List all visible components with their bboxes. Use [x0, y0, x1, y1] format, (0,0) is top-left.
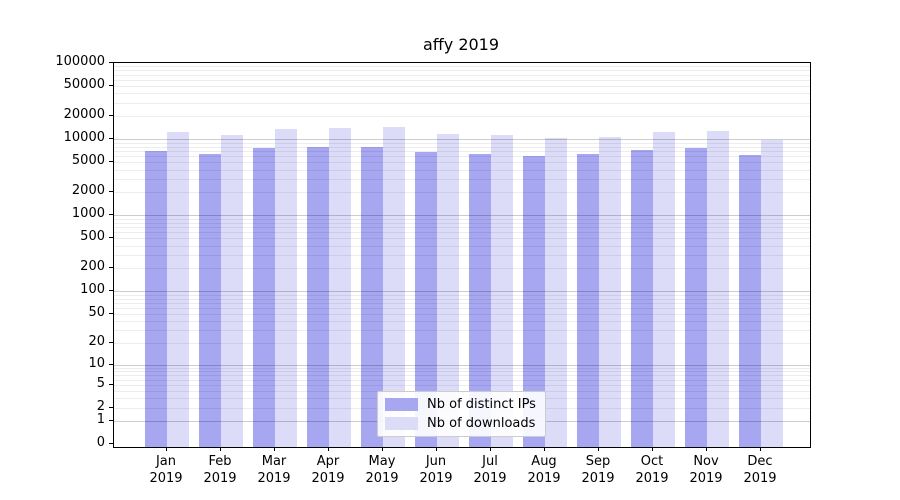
y-tick-mark — [109, 363, 113, 365]
bar-nb-of-downloads-oct — [653, 132, 675, 447]
y-tick-label: 20000 — [63, 107, 105, 123]
y-tick-label: 50000 — [63, 76, 105, 92]
bar-nb-of-distinct-ips-may — [361, 146, 383, 447]
legend-swatch-distinct-ips — [385, 398, 418, 411]
chart-title: affy 2019 — [422, 35, 500, 54]
x-tick-label: Dec 2019 — [743, 454, 777, 486]
x-tick-label: Apr 2019 — [311, 454, 345, 486]
bar-nb-of-distinct-ips-jun — [415, 151, 437, 447]
x-tick-mark — [166, 447, 167, 451]
y-tick-mark — [109, 420, 113, 422]
y-tick-label: 2 — [96, 398, 105, 414]
x-tick-label: Aug 2019 — [527, 454, 561, 486]
y-tick-mark — [109, 267, 113, 269]
bar-nb-of-distinct-ips-apr — [307, 146, 329, 447]
y-tick-label: 20 — [88, 334, 105, 350]
bar-nb-of-downloads-mar — [275, 129, 297, 447]
y-tick-label: 10 — [88, 355, 105, 371]
x-tick-label: Mar 2019 — [257, 454, 291, 486]
x-tick-mark — [544, 447, 545, 451]
y-tick-mark — [109, 61, 113, 63]
y-tick-mark — [109, 406, 113, 408]
y-tick-label: 5000 — [71, 153, 105, 169]
y-tick-label: 2000 — [71, 183, 105, 199]
x-tick-label: Sep 2019 — [581, 454, 615, 486]
bar-nb-of-distinct-ips-aug — [523, 156, 545, 447]
x-tick-label: May 2019 — [365, 454, 399, 486]
legend-label-distinct-ips: Nb of distinct IPs — [427, 397, 536, 412]
x-tick-label: Oct 2019 — [635, 454, 669, 486]
y-tick-label: 0 — [96, 435, 105, 450]
bar-nb-of-downloads-feb — [221, 135, 243, 447]
y-tick-mark — [109, 161, 113, 163]
y-tick-label: 5 — [96, 375, 105, 391]
y-tick-label: 100000 — [55, 53, 105, 69]
x-tick-label: Feb 2019 — [203, 454, 237, 486]
y-tick-mark — [109, 214, 113, 216]
bar-nb-of-downloads-apr — [329, 128, 351, 447]
bar-nb-of-distinct-ips-jul — [469, 153, 491, 447]
y-tick-mark — [109, 312, 113, 314]
y-tick-mark — [109, 84, 113, 86]
y-tick-label: 500 — [80, 229, 105, 245]
x-tick-label: Nov 2019 — [689, 454, 723, 486]
bar-nb-of-distinct-ips-jan — [145, 150, 167, 447]
bar-nb-of-distinct-ips-sep — [577, 153, 599, 447]
bar-nb-of-distinct-ips-feb — [199, 153, 221, 447]
legend-swatch-downloads — [385, 417, 418, 430]
bars-layer — [114, 63, 810, 447]
x-tick-mark — [490, 447, 491, 451]
bar-nb-of-downloads-jul — [491, 135, 513, 447]
bar-nb-of-downloads-jan — [167, 132, 189, 447]
plot-area — [113, 62, 811, 448]
y-tick-label: 1 — [96, 412, 105, 428]
bar-nb-of-downloads-dec — [761, 140, 783, 447]
x-tick-mark — [382, 447, 383, 451]
y-tick-mark — [109, 383, 113, 385]
bar-nb-of-distinct-ips-nov — [685, 148, 707, 447]
legend: Nb of distinct IPs Nb of downloads — [377, 391, 546, 437]
legend-item-distinct-ips: Nb of distinct IPs — [385, 397, 536, 412]
x-tick-mark — [760, 447, 761, 451]
x-tick-mark — [652, 447, 653, 451]
x-tick-label: Jul 2019 — [473, 454, 507, 486]
legend-label-downloads: Nb of downloads — [427, 416, 536, 431]
x-tick-mark — [436, 447, 437, 451]
x-tick-mark — [220, 447, 221, 451]
y-tick-mark — [109, 443, 113, 444]
bar-nb-of-distinct-ips-oct — [631, 150, 653, 447]
bar-nb-of-downloads-aug — [545, 138, 567, 447]
bar-nb-of-downloads-jun — [437, 134, 459, 447]
y-tick-mark — [109, 342, 113, 344]
bar-nb-of-downloads-may — [383, 127, 405, 447]
y-tick-label: 1000 — [71, 206, 105, 222]
bar-nb-of-downloads-nov — [707, 131, 729, 447]
x-tick-mark — [274, 447, 275, 451]
x-tick-mark — [706, 447, 707, 451]
y-tick-label: 100 — [80, 282, 105, 298]
x-tick-label: Jan 2019 — [149, 454, 183, 486]
y-tick-mark — [109, 138, 113, 140]
x-tick-mark — [598, 447, 599, 451]
y-tick-mark — [109, 115, 113, 117]
bar-nb-of-distinct-ips-dec — [739, 155, 761, 447]
y-tick-mark — [109, 191, 113, 193]
y-tick-label: 200 — [80, 259, 105, 275]
y-tick-mark — [109, 237, 113, 239]
legend-item-downloads: Nb of downloads — [385, 416, 536, 431]
y-tick-label: 50 — [88, 304, 105, 320]
x-tick-label: Jun 2019 — [419, 454, 453, 486]
y-tick-mark — [109, 290, 113, 292]
bar-nb-of-downloads-sep — [599, 137, 621, 447]
y-tick-label: 10000 — [63, 130, 105, 146]
x-tick-mark — [328, 447, 329, 451]
bar-nb-of-distinct-ips-mar — [253, 147, 275, 447]
